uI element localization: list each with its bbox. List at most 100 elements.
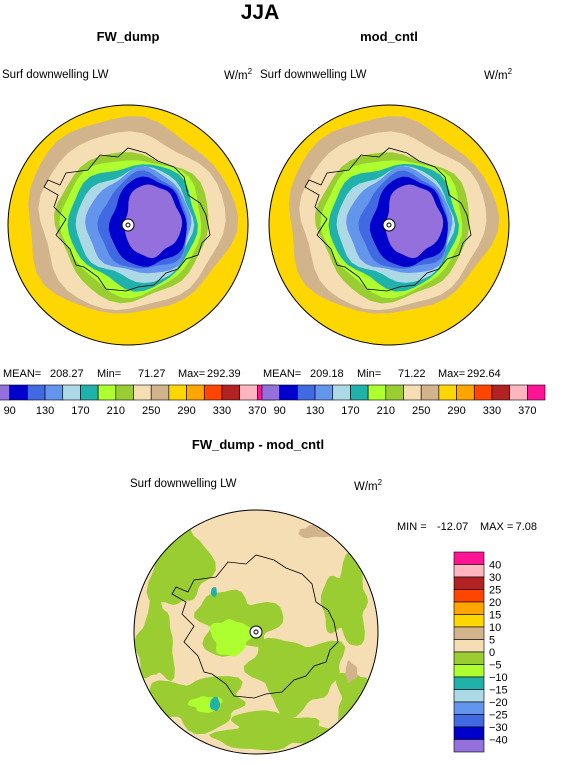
panel-a-colorbar-swatch-1 [9, 384, 28, 401]
diff-colorbar-swatch-7 [453, 639, 485, 653]
panel-a-colorbar-swatch-13 [221, 384, 240, 401]
panel-b-colorbar-swatch-1 [279, 384, 298, 401]
panel-b-colorbar-swatch-14 [509, 384, 528, 401]
diff-colorbar-swatch-5 [453, 614, 485, 628]
panel-b-colorbar-swatch-3 [314, 384, 334, 401]
diff-colorbar-tick-label: −25 [489, 710, 508, 722]
diff-colorbar-tick-label: 25 [489, 585, 501, 597]
panel-a-colorbar-tick-label: 290 [177, 405, 195, 417]
diff-colorbar-swatch-1 [453, 564, 485, 578]
diff-colorbar-tick-label: 40 [489, 560, 501, 572]
panel-b-colorbar-swatch-0 [261, 384, 280, 401]
diff-colorbar-swatch-0 [453, 551, 485, 565]
panel-a-colorbar-swatch-8 [133, 384, 152, 401]
panel-b-mean-value: 209.18 [310, 368, 344, 380]
diff-overlay [171, 554, 339, 699]
panel-a-colorbar-swatch-2 [27, 384, 46, 401]
panel-b-colorbar: 90 130 170 210 250 290 330 370 [261, 384, 546, 417]
diff-title: FW_dump - mod_cntl [192, 437, 324, 452]
panel-a-map [8, 105, 248, 345]
diff-colorbar-tick-label: −30 [489, 722, 508, 734]
panel-b-mean-label: MEAN= [263, 368, 301, 380]
diff-max-label: MAX = [480, 521, 513, 533]
panel-b-pole-marker [382, 218, 396, 232]
diff-colorbar-swatch-12 [453, 701, 485, 715]
panel-b-colorbar-swatch-4 [332, 384, 351, 401]
panel-b-max-label: Max= [438, 368, 465, 380]
diff-colorbar-tick-label: −40 [489, 735, 508, 747]
panel-a-stats: MEAN= 208.27 Min= 71.27 Max= 292.39 [3, 368, 241, 380]
panel-a-colorbar-tick-label: 210 [107, 405, 125, 417]
diff-colorbar-swatch-15 [453, 739, 485, 753]
panel-a-colorbar: 90 130 170 210 250 290 330 370 [0, 384, 276, 417]
panel-b-colorbar-swatch-11 [456, 384, 475, 401]
diff-colorbar-swatch-8 [453, 651, 485, 665]
panel-b-colorbar-tick-label: 250 [412, 405, 430, 417]
diff-patch-neg15-a [210, 587, 217, 598]
panel-b-min-value: 71.22 [398, 368, 426, 380]
panel-a-colorbar-swatch-11 [186, 384, 205, 401]
panel-a-units: W/m2 [224, 67, 253, 82]
diff-colorbar-swatch-9 [453, 664, 485, 678]
diff-patch-neg5-7 [336, 672, 378, 737]
panel-b-title: mod_cntl [360, 29, 418, 44]
diff-coastline [171, 554, 339, 699]
panel-b-min-label: Min= [357, 368, 381, 380]
panel-a-min-label: Min= [97, 368, 121, 380]
diff-patch-neg10-a [209, 619, 255, 657]
diff-stats: MIN = -12.07 MAX = 7.08 [397, 521, 537, 533]
panel-a-colorbar-tick-label: 250 [142, 405, 160, 417]
panel-b-max-value: 292.64 [467, 368, 501, 380]
panel-a-variable: Surf downwelling LW [2, 69, 109, 81]
panel-a-mean-value: 208.27 [50, 368, 84, 380]
panel-a-colorbar-tick-label: 90 [4, 405, 16, 417]
panel-a-colorbar-swatch-9 [150, 384, 170, 401]
diff-min-value: -12.07 [437, 521, 468, 533]
panel-a-min-value: 71.27 [138, 368, 166, 380]
diff-colorbar-swatch-4 [453, 601, 485, 615]
diff-patch-neg15-b [209, 696, 220, 712]
diff-max-value: 7.08 [516, 521, 537, 533]
panel-b-colorbar-swatch-13 [491, 384, 510, 401]
panel-b-coastline [304, 147, 472, 292]
diff-colorbar-tick-label: −15 [489, 685, 508, 697]
panel-a-pole-marker [121, 218, 135, 232]
diff-pole-dot [253, 629, 259, 635]
diff-colorbar-tick-label: 0 [489, 647, 495, 659]
diff-patch-neg5-2 [243, 637, 346, 719]
diff-colorbar-tick-label: −20 [489, 697, 508, 709]
panel-b-colorbar-tick-label: 370 [518, 405, 536, 417]
diff-patch-neg5-4 [320, 551, 368, 646]
panel-a-colorbar-swatch-7 [115, 384, 134, 401]
panel-b-colorbar-swatch-6 [367, 384, 387, 401]
panel-a-title: FW_dump [97, 29, 160, 44]
diff-pole-marker [249, 625, 263, 639]
panel-b-colorbar-tick-label: 290 [447, 405, 465, 417]
panel-b-variable: Surf downwelling LW [260, 69, 367, 81]
diff-min-label: MIN = [397, 521, 427, 533]
diff-patch-pos5-b [345, 660, 358, 684]
panel-b-colorbar-tick-label: 170 [341, 405, 359, 417]
panel-a-coastline [43, 147, 211, 292]
panel-b-units: W/m2 [484, 67, 513, 82]
panel-b-colorbar-tick-label: 90 [274, 405, 286, 417]
panel-a-colorbar-swatch-0 [0, 384, 10, 401]
panel-b-pole-dot [386, 222, 392, 228]
diff-colorbar-tick-label: 10 [489, 622, 501, 634]
diff-colorbar-swatch-13 [453, 714, 485, 728]
panel-a-max-label: Max= [178, 368, 205, 380]
panel-a-colorbar-tick-label: 330 [213, 405, 231, 417]
panel-a-max-value: 292.39 [207, 368, 241, 380]
season-title: JJA [241, 1, 280, 24]
panel-a-colorbar-tick-label: 370 [248, 405, 266, 417]
panel-a-colorbar-swatch-5 [80, 384, 99, 401]
diff-colorbar-tick-label: 5 [489, 635, 495, 647]
panel-a-contour-band-9 [124, 184, 183, 259]
panel-b-map-border [268, 104, 510, 346]
diff-colorbar-tick-label: 15 [489, 610, 501, 622]
panel-a-pole-dot [125, 222, 131, 228]
panel-b-colorbar-swatch-8 [403, 384, 422, 401]
